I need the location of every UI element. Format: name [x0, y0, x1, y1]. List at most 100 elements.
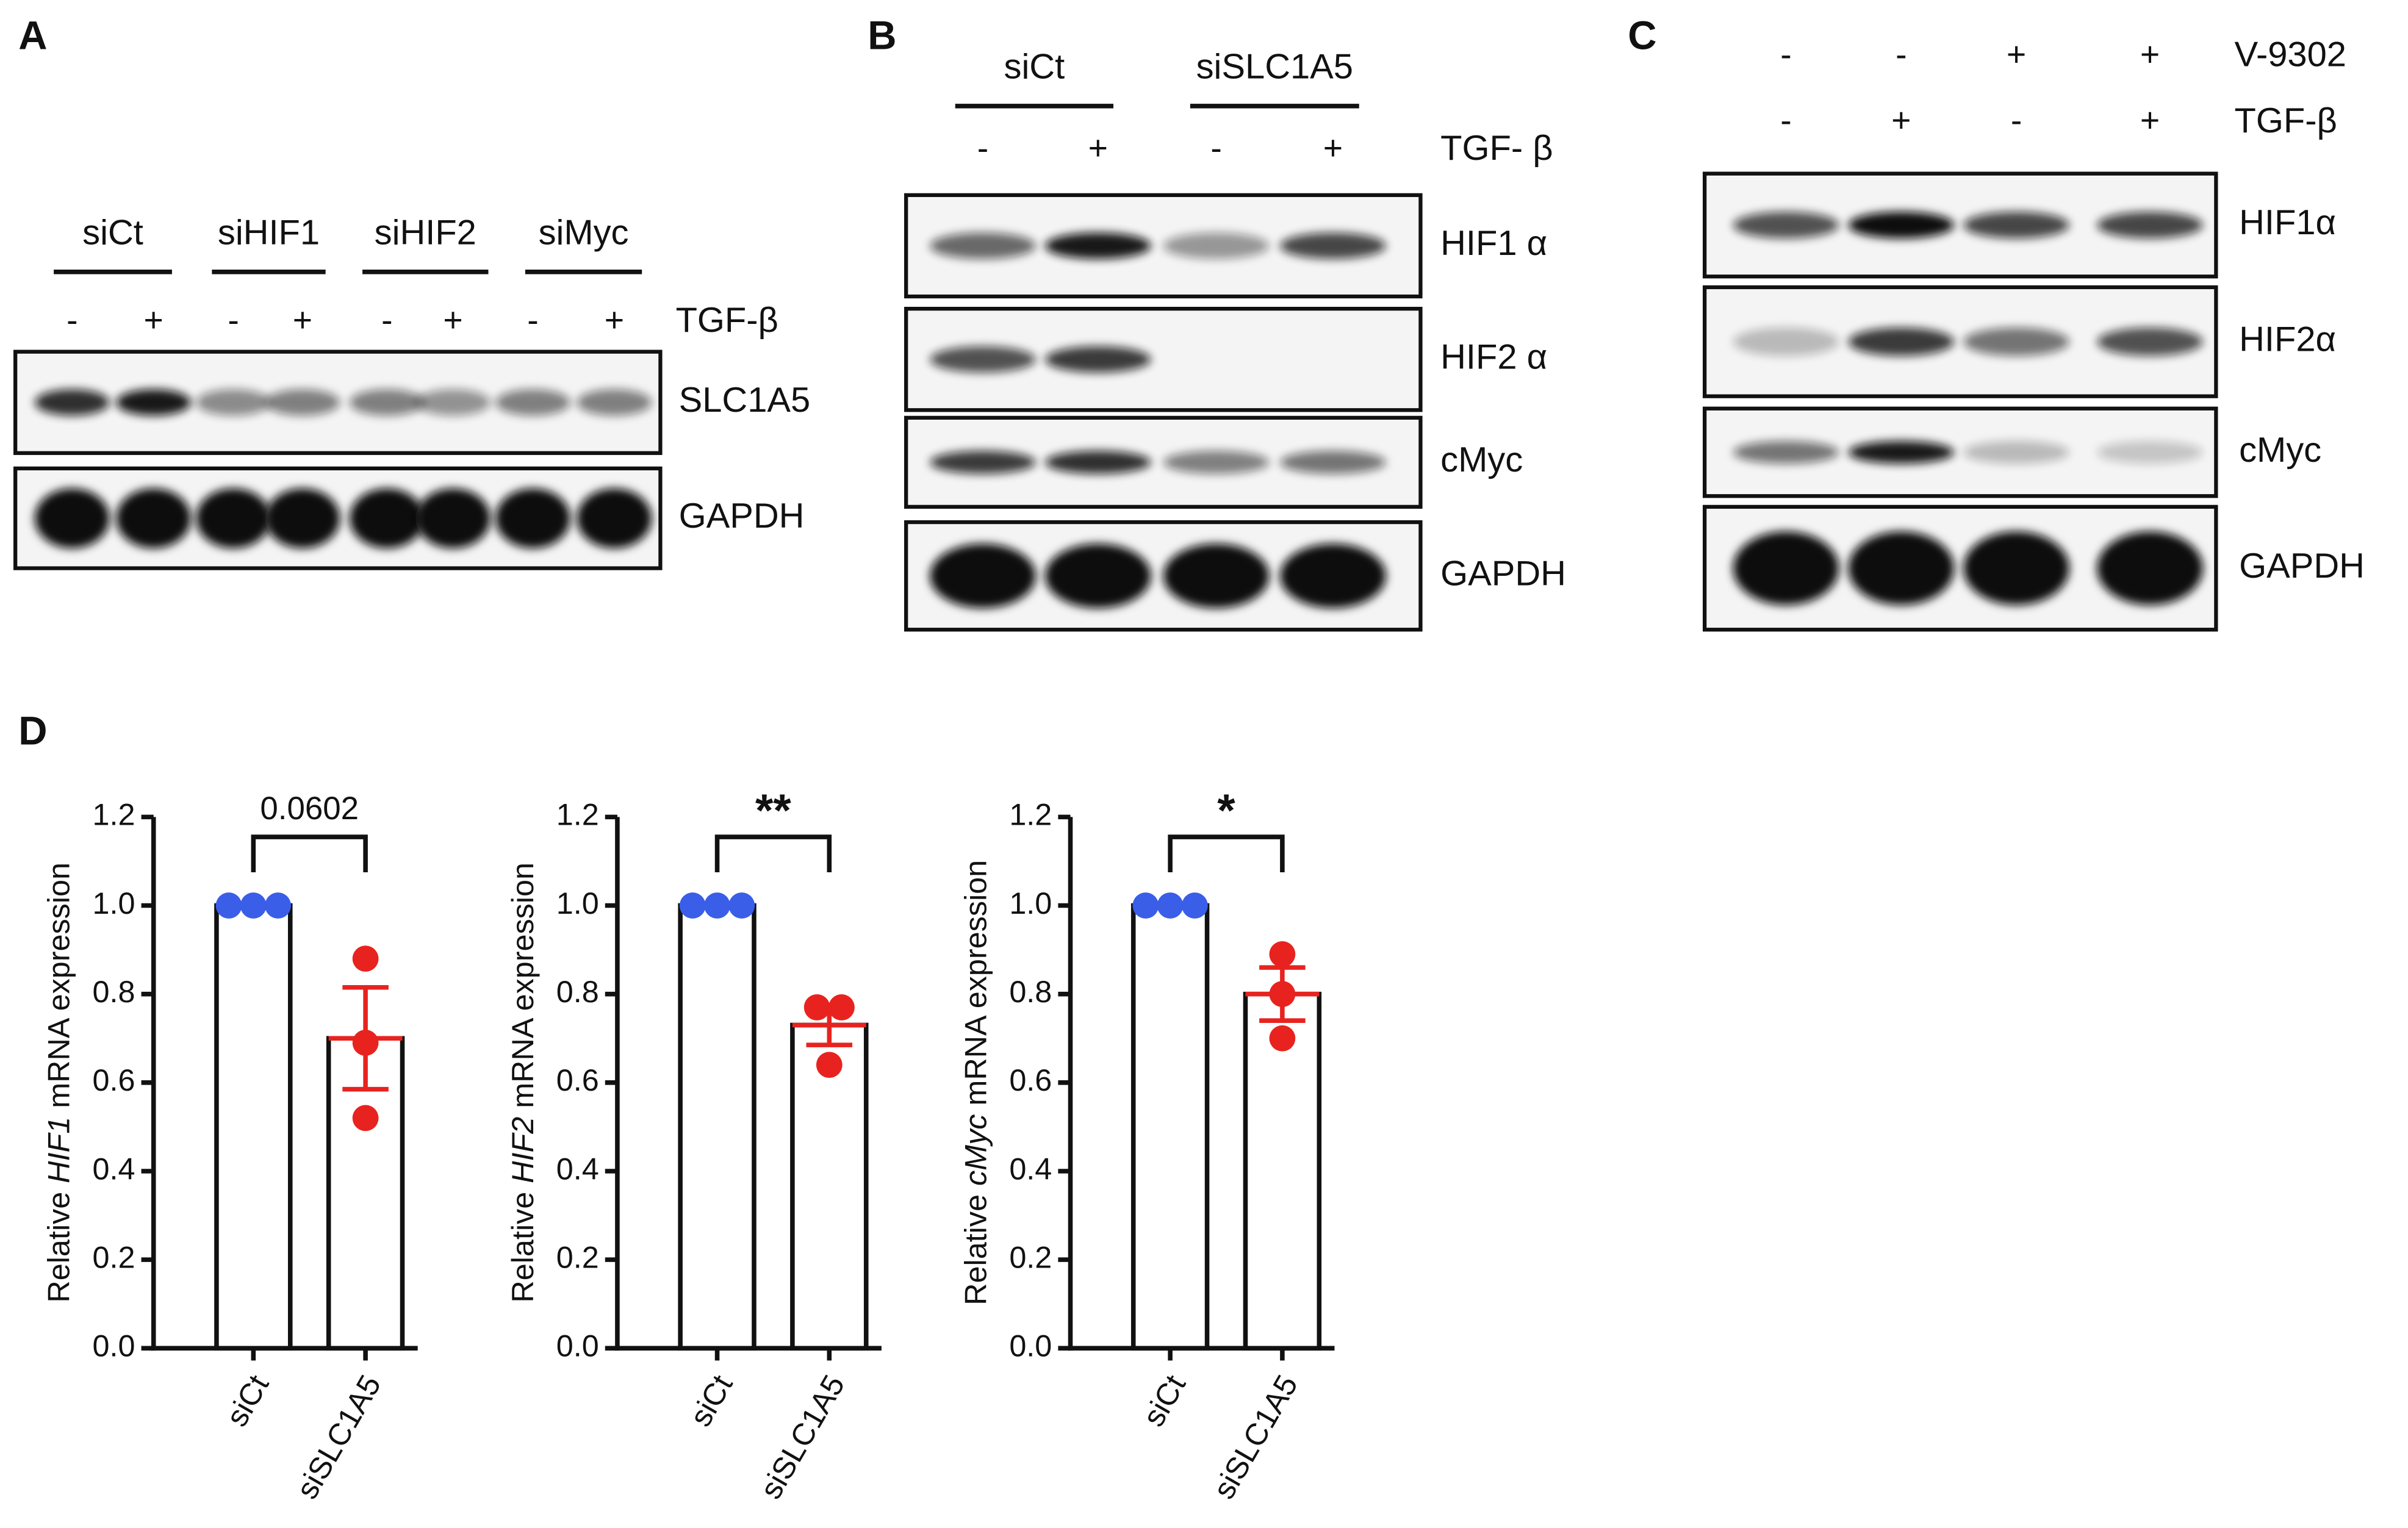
x-tick-label: siCt — [1136, 1369, 1193, 1432]
y-label-part: HIF2 — [505, 1117, 540, 1183]
row-label: HIF1α — [2239, 203, 2336, 242]
treatment-label: V-9302 — [2235, 35, 2346, 74]
data-point — [215, 892, 242, 919]
blot-frame — [1702, 504, 2218, 632]
blot-band — [495, 488, 570, 548]
blot-band — [2097, 531, 2203, 605]
blot-frame — [13, 350, 663, 455]
row-label: GAPDH — [2239, 547, 2365, 586]
data-point — [704, 892, 730, 919]
y-tick-label: 1.2 — [1009, 797, 1052, 832]
y-label-part: mRNA expression — [958, 860, 993, 1114]
x-tick-label: siSLC1A5 — [753, 1369, 851, 1504]
data-point — [728, 892, 755, 919]
y-tick-label: 0.6 — [93, 1063, 135, 1097]
significance-label: * — [1217, 785, 1235, 836]
blot-band — [265, 389, 340, 416]
blot-band — [577, 389, 652, 416]
treatment-sign: - — [527, 301, 538, 339]
blot-band — [1848, 328, 1955, 356]
row-label: GAPDH — [679, 497, 805, 536]
data-point — [1157, 892, 1184, 919]
panel-label: C — [1628, 13, 1656, 57]
blot-band — [2097, 328, 2203, 356]
blot-band — [1280, 232, 1386, 259]
treatment-label: TGF- β — [1440, 129, 1553, 168]
y-label-part: Relative — [41, 1183, 76, 1303]
y-label-part: cMyc — [958, 1114, 993, 1186]
y-label-part: HIF1 — [41, 1117, 76, 1183]
blot-band — [116, 488, 192, 548]
bar — [214, 903, 293, 1351]
blot-band — [2097, 440, 2203, 464]
y-tick-label: 0.4 — [93, 1151, 135, 1186]
x-tick-label: siSLC1A5 — [1206, 1369, 1304, 1504]
blot-band — [349, 389, 425, 416]
significance-bracket — [251, 834, 368, 872]
treatment-sign: - — [1780, 35, 1791, 73]
blot-frame — [13, 466, 663, 570]
treatment-sign: + — [1323, 129, 1343, 167]
blot-frame — [1702, 406, 2218, 498]
blot-band — [116, 389, 192, 416]
y-tick-label: 0.6 — [556, 1063, 599, 1097]
y-tick-label: 0.0 — [1009, 1329, 1052, 1363]
y-tick-label: 0.0 — [556, 1329, 599, 1363]
y-label-part: mRNA expression — [505, 863, 540, 1117]
treatment-sign: - — [2011, 101, 2022, 139]
blot-band — [1733, 440, 1839, 464]
data-point — [352, 1030, 379, 1056]
row-label: HIF2 α — [1440, 338, 1547, 377]
data-point — [1269, 981, 1296, 1008]
blot-band — [1163, 450, 1270, 474]
y-tick-label: 0.4 — [1009, 1151, 1052, 1186]
data-point — [1269, 941, 1296, 967]
y-tick-label: 0.6 — [1009, 1063, 1052, 1097]
y-label-part: mRNA expression — [41, 863, 76, 1117]
data-point — [679, 892, 706, 919]
y-tick-label: 0.2 — [556, 1239, 599, 1274]
blot-band — [34, 389, 110, 416]
blot-band — [930, 450, 1036, 474]
treatment-label: TGF-β — [676, 301, 778, 340]
row-label: GAPDH — [1440, 554, 1566, 593]
treatment-sign: - — [228, 301, 239, 339]
blot-band — [1963, 328, 2069, 356]
treatment-sign: - — [1896, 35, 1907, 73]
blot-band — [1963, 440, 2069, 464]
row-label: HIF1 α — [1440, 224, 1547, 263]
treatment-sign: - — [1780, 101, 1791, 139]
bar — [790, 1022, 869, 1351]
data-point — [265, 892, 292, 919]
group-label: siCt — [82, 213, 143, 253]
group-label: siCt — [1004, 48, 1065, 87]
y-tick-label: 0.0 — [93, 1329, 135, 1363]
row-label: cMyc — [1440, 440, 1523, 479]
data-point — [1182, 892, 1208, 919]
data-point — [240, 892, 267, 919]
y-tick-label: 0.8 — [1009, 974, 1052, 1009]
blot-band — [1280, 450, 1386, 474]
blot-band — [34, 488, 110, 548]
treatment-sign: + — [1891, 101, 1911, 139]
blot-band — [1044, 543, 1151, 609]
treatment-sign: + — [2007, 35, 2026, 73]
data-point — [1269, 1025, 1296, 1052]
blot-band — [1848, 531, 1955, 605]
blot-frame — [904, 520, 1423, 632]
y-tick-label: 1.0 — [93, 886, 135, 920]
blot-band — [415, 488, 491, 548]
blot-frame — [904, 193, 1423, 299]
data-point — [828, 994, 855, 1020]
blot-band — [930, 346, 1036, 373]
blot-band — [2097, 212, 2203, 239]
significance-label: 0.0602 — [260, 791, 359, 827]
treatment-sign: + — [443, 301, 462, 339]
blot-band — [1963, 212, 2069, 239]
blot-band — [415, 389, 491, 416]
row-label: HIF2α — [2239, 320, 2336, 359]
y-label-part: Relative — [505, 1183, 540, 1303]
blot-band — [1733, 212, 1839, 239]
